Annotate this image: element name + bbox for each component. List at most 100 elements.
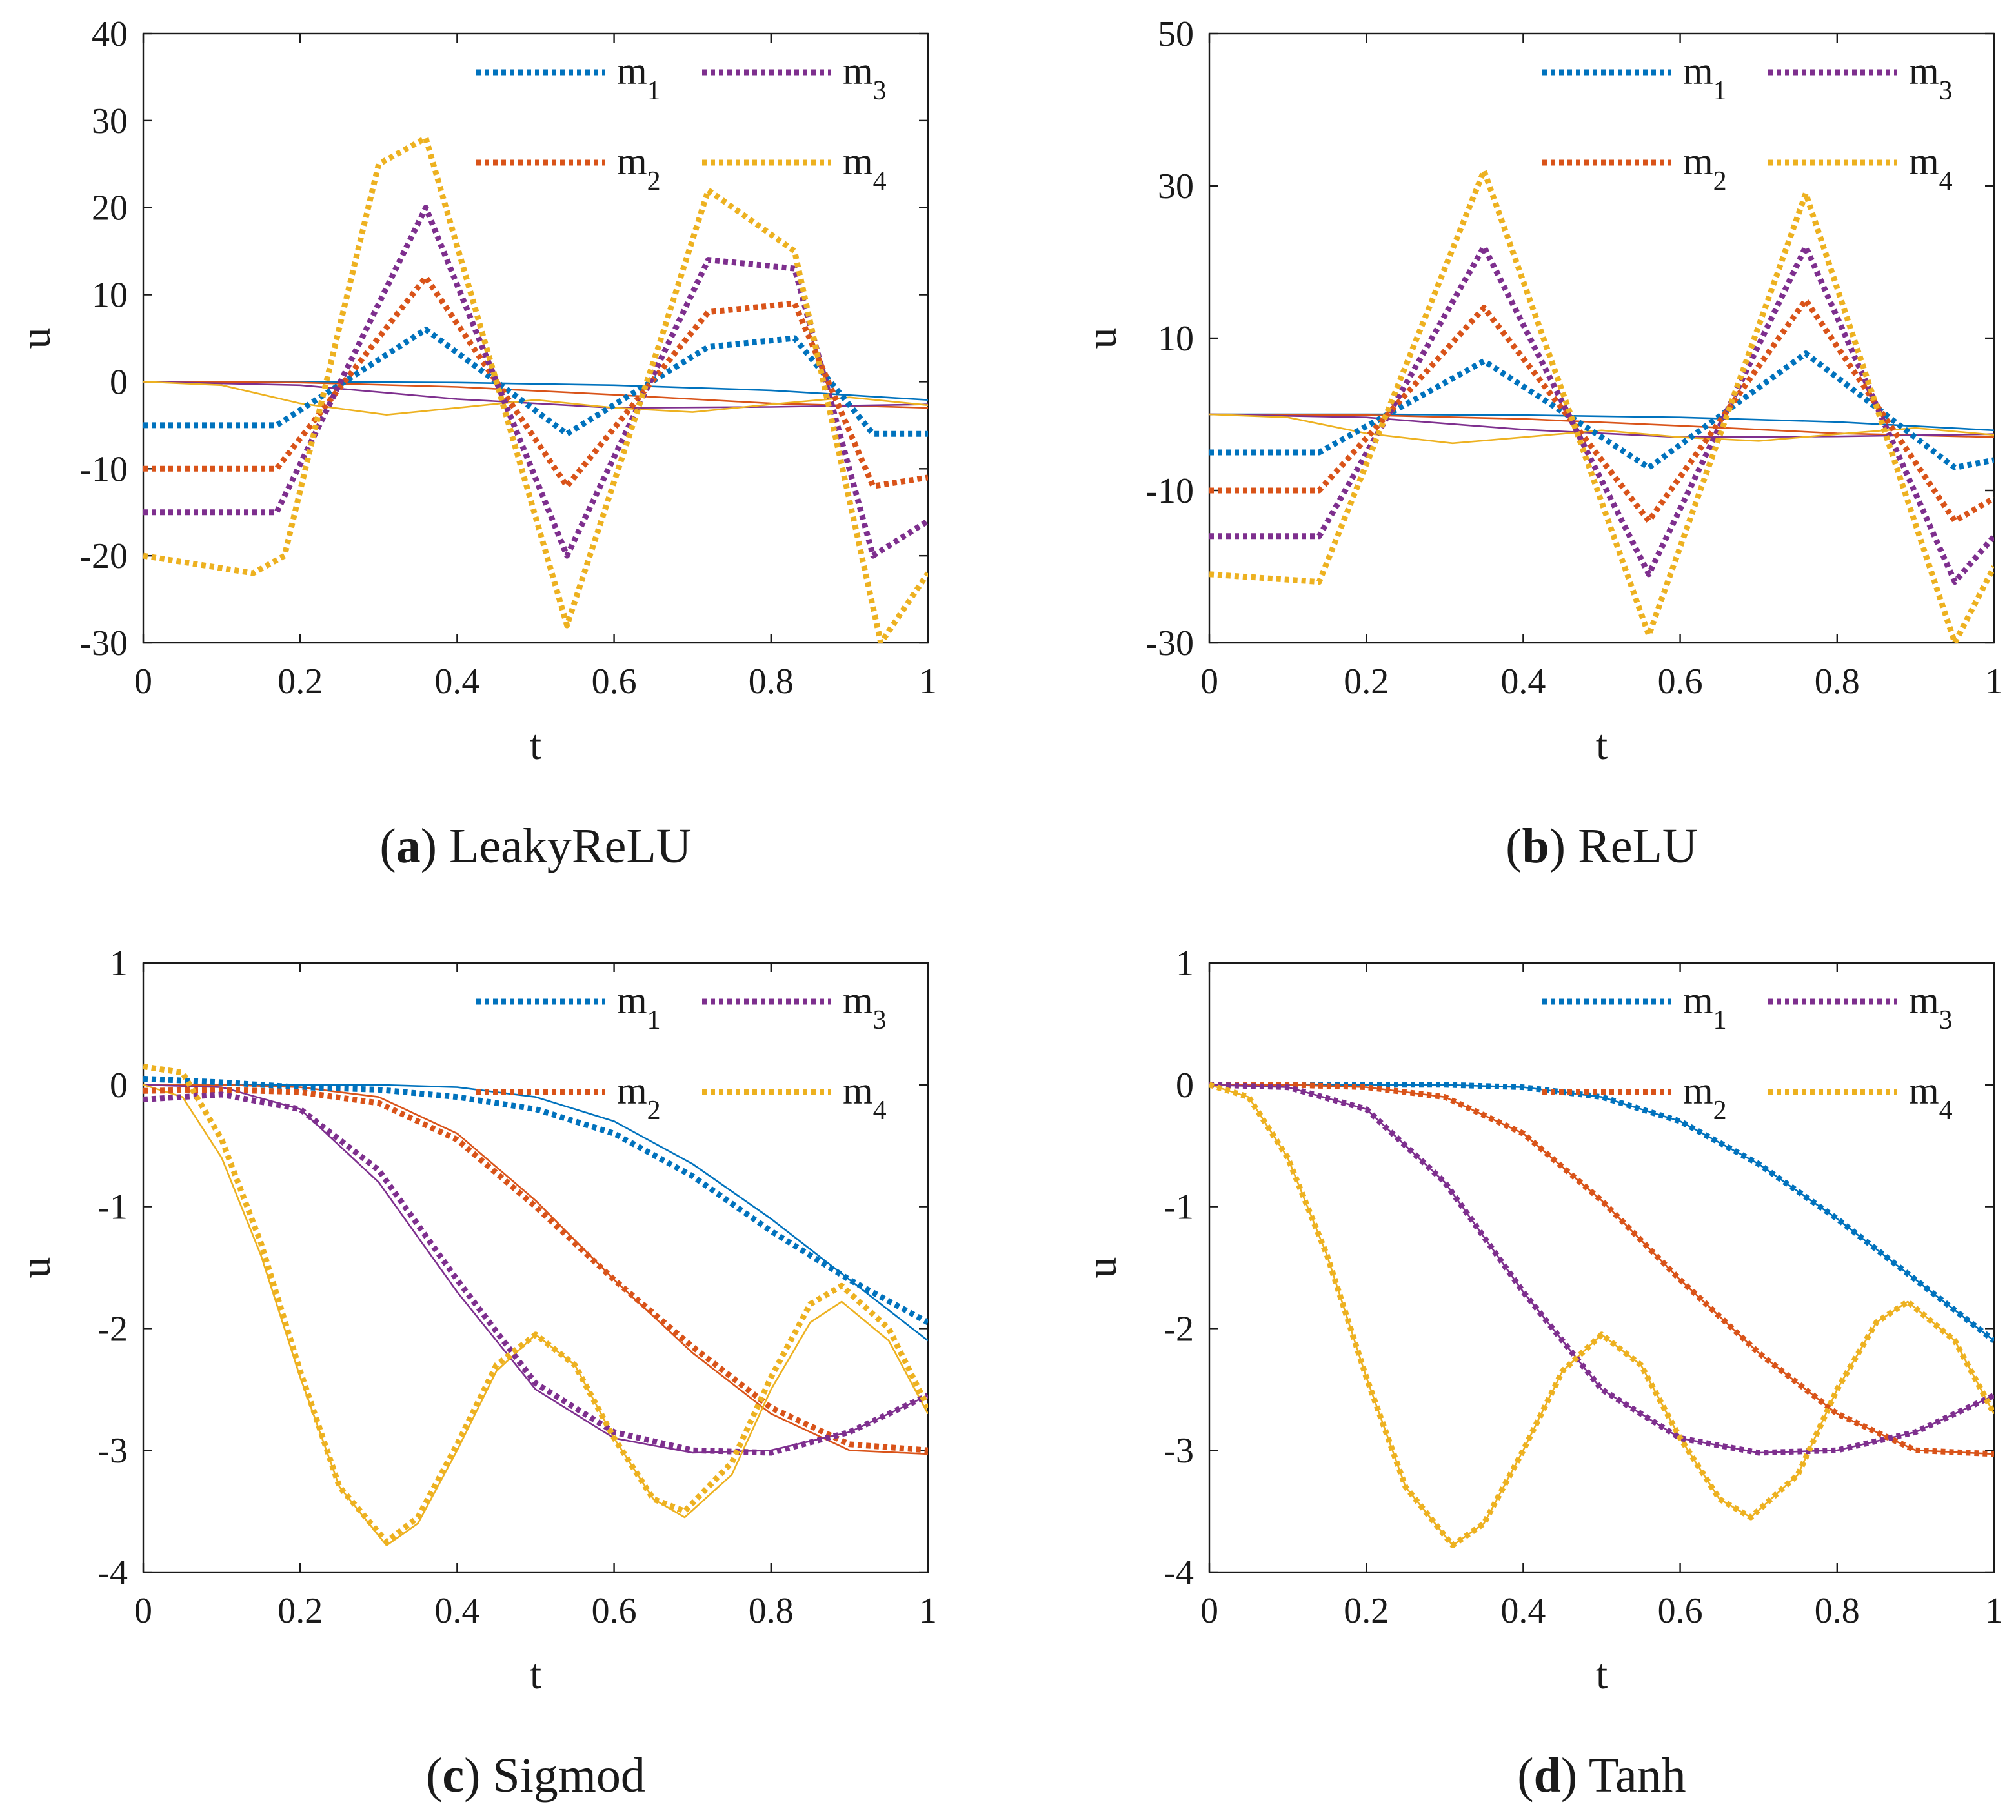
y-tick-label: -1 <box>97 1188 128 1228</box>
y-tick-label: 0 <box>110 1066 128 1106</box>
y-tick-label: -1 <box>1164 1188 1194 1228</box>
x-tick-label: 0.4 <box>1500 662 1546 702</box>
y-axis-label: u <box>12 1257 59 1279</box>
legend-label-m1: m1 <box>1683 979 1727 1035</box>
x-tick-label: 0.6 <box>592 662 637 702</box>
series-line-m2-dotted <box>1209 1082 1994 1457</box>
series-line-m1-dotted <box>143 1075 928 1325</box>
legend-label-m1: m1 <box>1683 50 1727 106</box>
series-line-m4-solid <box>1209 1084 1994 1546</box>
series-line-m2-solid <box>1209 1084 1994 1455</box>
y-tick-label: 10 <box>92 276 128 316</box>
x-tick-label: 0.2 <box>1344 662 1389 702</box>
legend-label-m2: m2 <box>1683 140 1727 196</box>
x-axis-label: t <box>530 722 541 769</box>
x-tick-label: 1 <box>1985 1591 2003 1631</box>
y-axis-label: u <box>1078 328 1125 349</box>
y-tick-label: -4 <box>97 1553 128 1593</box>
panel-caption: (d) Tanh <box>1517 1748 1686 1803</box>
x-tick-label: 0.8 <box>749 662 794 702</box>
y-tick-label: 20 <box>92 188 128 228</box>
x-tick-label: 0.2 <box>277 662 323 702</box>
series-line-m3-solid <box>1209 1084 1994 1454</box>
x-tick-label: 0.4 <box>1500 1591 1546 1631</box>
legend: m1 m3 m2 m4 <box>476 50 887 196</box>
legend-label-m1: m1 <box>617 50 661 106</box>
series-line-m1-solid <box>143 1084 928 1342</box>
series-line-m2-solid <box>143 1084 928 1455</box>
y-tick-label: -30 <box>1145 623 1194 663</box>
legend-label-m4: m4 <box>1909 140 1953 196</box>
series-line-m4-dotted <box>143 1064 928 1545</box>
y-tick-label: -3 <box>1164 1431 1194 1471</box>
y-axis-label: u <box>12 328 59 349</box>
series-line-m2-solid <box>1209 413 1994 438</box>
y-tick-label: 50 <box>1158 14 1194 54</box>
plot-area-frame <box>1208 32 1995 644</box>
y-axis-label: u <box>1078 1257 1125 1279</box>
x-tick-label: 0.6 <box>1658 662 1703 702</box>
series-line-m3-dotted <box>1209 243 1994 585</box>
x-axis-label: t <box>530 1651 541 1698</box>
x-tick-label: 1 <box>919 1591 937 1631</box>
y-tick-label: 0 <box>110 362 128 402</box>
legend-label-m4: m4 <box>1909 1069 1953 1126</box>
series-line-m1-solid <box>1209 1084 1994 1342</box>
legend-label-m3: m3 <box>843 50 887 106</box>
series-line-m4-solid <box>143 1084 928 1546</box>
series-line-m2-dotted <box>1209 297 1994 524</box>
x-tick-label: 0.4 <box>434 662 479 702</box>
y-tick-label: -30 <box>79 623 128 663</box>
series-line-m1-dotted <box>1209 350 1994 471</box>
x-tick-label: 0.8 <box>749 1591 794 1631</box>
panel-caption: (b) ReLU <box>1506 819 1698 873</box>
x-tick-label: 0.8 <box>1815 1591 1860 1631</box>
y-tick-label: -20 <box>79 536 128 576</box>
x-tick-label: 0.2 <box>1344 1591 1389 1631</box>
y-tick-label: -4 <box>1164 1553 1194 1593</box>
legend-label-m3: m3 <box>843 979 887 1035</box>
panel-caption: (a) LeakyReLU <box>379 819 691 873</box>
panel-b: 0 0.2 0.4 0.6 0.8 1 -30 -10 10 30 50 t u m1 m3 m2 m4 (b) … <box>1078 14 2003 873</box>
legend-label-m4: m4 <box>843 140 887 196</box>
y-tick-label: 40 <box>92 14 128 54</box>
series-line-m4-solid <box>143 381 928 416</box>
series-line-m3-dotted <box>143 1091 928 1456</box>
legend: m1 m3 m2 m4 <box>476 979 887 1126</box>
panel-a: 0 0.2 0.4 0.6 0.8 1 -30 -20 -10 0 10 20 30 40 t u m1 m3 m2… <box>12 14 937 873</box>
series-line-m4-dotted <box>1209 1082 1994 1548</box>
plot-area-frame <box>142 32 929 644</box>
series-line-m4-solid <box>1209 413 1994 445</box>
series-line-m3-solid <box>143 381 928 409</box>
x-tick-label: 0.6 <box>1658 1591 1703 1631</box>
x-tick-label: 1 <box>919 662 937 702</box>
series-line-m3-dotted <box>143 205 928 559</box>
y-tick-label: -2 <box>97 1309 128 1349</box>
legend-label-m2: m2 <box>617 140 661 196</box>
x-axis-label: t <box>1596 1651 1608 1698</box>
x-tick-label: 0.8 <box>1815 662 1860 702</box>
legend-label-m2: m2 <box>617 1069 661 1126</box>
plot-area-frame <box>1208 962 1995 1573</box>
y-tick-label: -10 <box>1145 471 1194 511</box>
panel-caption: (c) Sigmod <box>426 1748 645 1803</box>
x-tick-label: 1 <box>1985 662 2003 702</box>
y-tick-label: -10 <box>79 449 128 489</box>
plot-area-frame <box>142 962 929 1573</box>
x-tick-label: 0.4 <box>434 1591 479 1631</box>
y-tick-label: -3 <box>97 1431 128 1471</box>
legend-label-m1: m1 <box>617 979 661 1035</box>
series-line-m2-dotted <box>143 274 928 489</box>
legend-label-m4: m4 <box>843 1069 887 1126</box>
panel-d: 0 0.2 0.4 0.6 0.8 1 -4 -3 -2 -1 0 1 t u m1 m3 m2 m4 (d) Ta… <box>1078 944 2003 1803</box>
series-line-m3-solid <box>143 1084 928 1454</box>
legend: m1 m3 m2 m4 <box>1542 50 1953 196</box>
series-line-m4-dotted <box>1209 167 1994 643</box>
y-tick-label: 30 <box>92 101 128 141</box>
series-line-m4-dotted <box>143 135 928 643</box>
x-tick-label: 0 <box>134 662 152 702</box>
x-tick-label: 0.6 <box>592 1591 637 1631</box>
series-line-m1-dotted <box>1209 1082 1994 1343</box>
legend-label-m3: m3 <box>1909 979 1953 1035</box>
